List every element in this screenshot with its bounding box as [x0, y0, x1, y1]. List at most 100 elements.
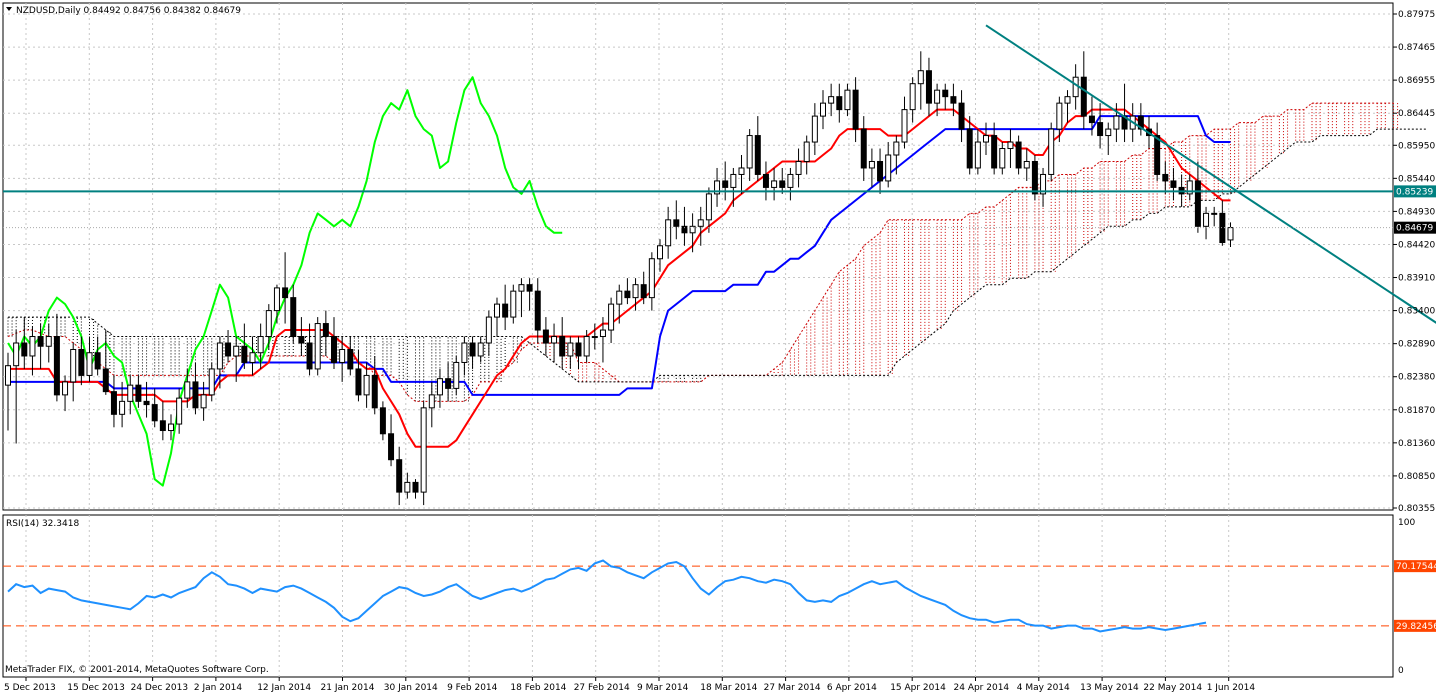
candle-bear: [836, 96, 843, 111]
candle-bear: [1154, 135, 1161, 175]
candle-bear: [379, 407, 386, 435]
time-tick-label: 2 Jan 2014: [194, 683, 242, 693]
candle-bear: [102, 368, 109, 393]
candlesticks: [5, 51, 1234, 506]
candle-bull: [249, 352, 256, 363]
price-tick-label: 0.81870: [1398, 406, 1435, 416]
candle-bull: [648, 258, 655, 299]
time-tick-label: 24 Dec 2013: [131, 683, 189, 693]
rsi-indicator: [3, 559, 1393, 633]
candle-bull: [608, 303, 615, 331]
candle-bull: [787, 173, 794, 188]
candle-bull: [738, 167, 745, 175]
candle-bear: [396, 459, 403, 493]
candle-bear: [958, 102, 965, 130]
candle-bear: [1194, 180, 1201, 227]
candle-bull: [420, 407, 427, 493]
candle-bull: [233, 345, 240, 357]
candle-bear: [21, 342, 28, 357]
candle-bull: [893, 141, 900, 156]
candle-bear: [371, 374, 378, 409]
candle-bull: [200, 394, 207, 409]
candle-bear: [1015, 141, 1022, 169]
time-tick-label: 6 Apr 2014: [827, 683, 877, 693]
candle-bull: [591, 336, 598, 339]
candle-bull: [13, 342, 20, 367]
time-tick-label: 15 Dec 2013: [67, 683, 125, 693]
candle-bull: [485, 316, 492, 344]
candle-bull: [795, 160, 802, 175]
candle-bull: [404, 481, 411, 493]
candle-bear: [950, 96, 957, 104]
candle-bull: [599, 329, 606, 338]
candle-bear: [78, 348, 85, 376]
hline-price-tag-bg: [1394, 185, 1436, 198]
time-tick-label: 1 Jun 2014: [1207, 683, 1256, 693]
candle-bull: [265, 310, 272, 338]
candle-bear: [1031, 160, 1038, 195]
candle-bear: [1137, 115, 1144, 130]
candle-bear: [624, 290, 631, 299]
candle-bear: [53, 336, 60, 396]
candle-bear: [135, 384, 142, 402]
rsi-upper-level-tag-bg: [1394, 560, 1436, 573]
candle-bull: [363, 374, 370, 396]
candle-bear: [282, 287, 289, 299]
time-tick-label: 9 Mar 2014: [637, 683, 689, 693]
candle-bull: [1056, 102, 1063, 130]
candle-bull: [1186, 180, 1193, 195]
dropdown-arrow-icon[interactable]: [6, 7, 12, 11]
price-tick-label: 0.87465: [1398, 43, 1435, 53]
candle-bull: [257, 336, 264, 354]
time-tick-label: 5 Dec 2013: [4, 683, 56, 693]
candle-bull: [477, 342, 484, 357]
candle-bear: [559, 336, 566, 357]
candle-bull: [518, 284, 525, 292]
price-pane[interactable]: [2, 2, 1394, 511]
candle-bear: [94, 352, 101, 370]
candle-bear: [298, 336, 305, 344]
grid-lines: [3, 3, 1393, 677]
price-tick-label: 0.85950: [1398, 141, 1435, 151]
price-tick-label: 0.80355: [1398, 504, 1435, 514]
candle-bear: [942, 89, 949, 98]
candle-bull: [29, 336, 36, 357]
candle-bull: [436, 378, 443, 396]
price-tick-label: 0.80850: [1398, 472, 1435, 482]
candle-bear: [754, 135, 761, 175]
candle-bear: [347, 348, 354, 370]
candle-bear: [925, 70, 932, 104]
rsi-upper-level-tag: 70.17544: [1396, 562, 1436, 572]
candle-bear: [290, 297, 297, 338]
time-tick-label: 24 Apr 2014: [954, 683, 1010, 693]
candle-bull: [746, 135, 753, 169]
time-tick-label: 27 Feb 2014: [574, 683, 630, 693]
time-tick-label: 13 May 2014: [1080, 683, 1139, 693]
time-tick-label: 21 Jan 2014: [321, 683, 375, 693]
copyright-text: MetaTrader FIX, © 2001-2014, MetaQuotes …: [5, 665, 269, 675]
rsi-pane[interactable]: [2, 514, 1394, 678]
candle-bull: [339, 348, 346, 363]
candle-bull: [45, 336, 52, 347]
candle-bull: [714, 180, 721, 195]
candle-bear: [192, 381, 199, 409]
current-price-tag: 0.84679: [1396, 224, 1433, 234]
time-tick-label: 18 Feb 2014: [510, 683, 566, 693]
candle-bear: [991, 135, 998, 169]
candle-bull: [697, 219, 704, 227]
price-tick-label: 0.83910: [1398, 274, 1435, 284]
candle-bear: [143, 400, 150, 406]
price-tick-label: 0.86445: [1398, 109, 1435, 119]
rsi-line: [7, 559, 1207, 633]
candle-bear: [159, 420, 166, 432]
candle-bull: [974, 141, 981, 169]
candle-bull: [901, 109, 908, 143]
candle-bear: [722, 180, 729, 188]
candle-bull: [273, 287, 280, 312]
candle-bull: [917, 70, 924, 85]
time-tick-label: 15 Apr 2014: [890, 683, 946, 693]
time-tick-label: 4 May 2014: [1017, 683, 1070, 693]
candle-bull: [428, 394, 435, 409]
candle-bull: [453, 361, 460, 389]
